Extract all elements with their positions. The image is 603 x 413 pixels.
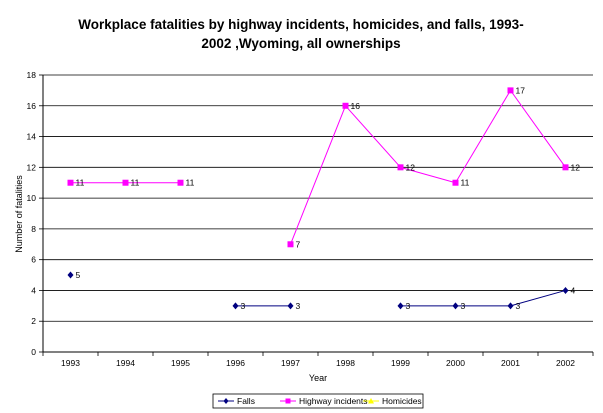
x-tick-label: 1994 <box>116 358 135 368</box>
data-label: 3 <box>241 301 246 311</box>
data-label: 11 <box>186 178 195 188</box>
y-tick-label: 6 <box>31 255 36 265</box>
y-tick-label: 2 <box>31 316 36 326</box>
data-point <box>397 302 404 310</box>
x-tick-label: 2002 <box>556 358 575 368</box>
x-tick-label: 1999 <box>391 358 410 368</box>
y-tick-label: 4 <box>31 285 36 295</box>
series-line-segment <box>455 90 511 183</box>
x-tick-label: 1998 <box>336 358 355 368</box>
data-point <box>342 102 349 109</box>
y-tick-label: 14 <box>27 132 37 142</box>
series-line-segment <box>510 90 566 168</box>
series-line-segment <box>345 105 401 168</box>
x-tick-label: 1995 <box>171 358 190 368</box>
legend-item: Highway incidents <box>280 396 368 406</box>
data-label: 3 <box>461 301 466 311</box>
data-label: 7 <box>296 239 301 249</box>
axes <box>39 74 594 356</box>
legend-label: Falls <box>237 396 255 406</box>
data-point <box>452 302 459 310</box>
legend-marker <box>285 398 291 404</box>
y-tick-label: 8 <box>31 224 36 234</box>
x-tick-label: 2000 <box>446 358 465 368</box>
data-point <box>562 164 569 171</box>
data-point <box>507 87 514 94</box>
series-line-segment <box>290 105 346 245</box>
data-label: 17 <box>516 85 526 95</box>
data-point <box>507 302 514 310</box>
y-tick-label: 18 <box>27 70 37 80</box>
data-point <box>562 286 569 294</box>
data-point <box>287 241 294 248</box>
data-label: 12 <box>406 162 416 172</box>
y-tick-label: 10 <box>27 193 37 203</box>
data-label: 11 <box>131 178 140 188</box>
data-point <box>177 179 184 186</box>
data-point <box>67 271 74 279</box>
data-point <box>287 302 294 310</box>
series-falls: 5 3 3 3 3 3 4 <box>67 270 576 311</box>
legend-item: Homicides <box>363 396 422 406</box>
data-label: 4 <box>571 285 576 295</box>
legend-box <box>212 393 424 409</box>
x-tick-labels: 1993 1994 1995 1996 1997 1998 1999 2000 2001 2002 <box>61 358 575 368</box>
x-axis-label: Year <box>309 373 327 383</box>
series-highway-incidents: 11 11 11 7 16 12 11 17 12 <box>67 85 581 249</box>
data-label: 3 <box>406 301 411 311</box>
x-tick-label: 1996 <box>226 358 245 368</box>
series-line-segment <box>510 289 566 307</box>
legend-marker <box>223 398 229 404</box>
chart-title-line2: 2002 ,Wyoming, all ownerships <box>201 36 400 51</box>
data-label: 3 <box>516 301 521 311</box>
data-label: 11 <box>76 178 85 188</box>
series-group: 5 3 3 3 3 3 4 11 11 11 7 16 12 11 17 12 <box>67 85 581 311</box>
data-point <box>232 302 239 310</box>
x-tick-label: 2001 <box>501 358 520 368</box>
data-label: 12 <box>571 162 581 172</box>
y-axis-label: Number of fatalities <box>14 175 24 253</box>
legend-item: Falls <box>218 396 255 406</box>
data-label: 16 <box>351 101 361 111</box>
data-point <box>122 179 129 186</box>
y-tick-label: 12 <box>27 162 37 172</box>
data-label: 11 <box>461 178 470 188</box>
series-line-segment <box>400 166 456 184</box>
data-label: 5 <box>76 270 81 280</box>
y-tick-label: 0 <box>31 347 36 357</box>
chart-title-line1: Workplace fatalities by highway incident… <box>78 17 523 32</box>
y-tick-labels: 0 2 4 6 8 10 12 14 16 18 <box>27 70 37 357</box>
data-label: 3 <box>296 301 301 311</box>
legend-label: Highway incidents <box>299 396 368 406</box>
y-tick-label: 16 <box>27 101 37 111</box>
legend-marker <box>368 398 374 404</box>
x-tick-label: 1993 <box>61 358 80 368</box>
data-point <box>452 179 459 186</box>
legend: Falls Highway incidents Homicides <box>212 393 424 409</box>
legend-label: Homicides <box>382 396 422 406</box>
data-point <box>67 179 74 186</box>
x-tick-label: 1997 <box>281 358 300 368</box>
gridlines <box>43 74 593 322</box>
data-point <box>397 164 404 171</box>
